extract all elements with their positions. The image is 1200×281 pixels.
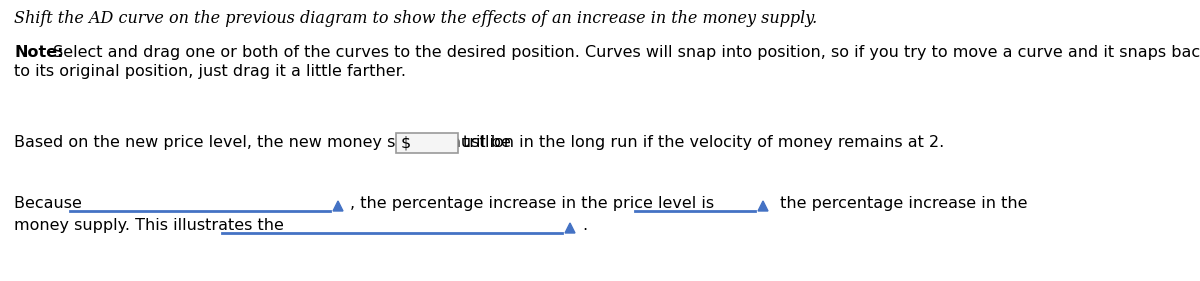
Text: Based on the new price level, the new money supply must be: Based on the new price level, the new mo… [14,135,516,150]
Text: the percentage increase in the: the percentage increase in the [775,196,1027,211]
Polygon shape [565,223,575,233]
Polygon shape [334,201,343,211]
Text: $: $ [401,135,412,150]
Text: money supply. This illustrates the: money supply. This illustrates the [14,218,289,233]
Polygon shape [758,201,768,211]
Text: trillion in the long run if the velocity of money remains at 2.: trillion in the long run if the velocity… [463,135,944,150]
Text: Select and drag one or both of the curves to the desired position. Curves will s: Select and drag one or both of the curve… [48,45,1200,60]
Text: Shift the AD curve on the previous diagram to show the effects of an increase in: Shift the AD curve on the previous diagr… [14,10,817,27]
Text: , the percentage increase in the price level is: , the percentage increase in the price l… [350,196,719,211]
FancyBboxPatch shape [396,133,458,153]
Text: to its original position, just drag it a little farther.: to its original position, just drag it a… [14,64,406,79]
Text: Note:: Note: [14,45,64,60]
Text: Because: Because [14,196,88,211]
Text: .: . [582,218,587,233]
